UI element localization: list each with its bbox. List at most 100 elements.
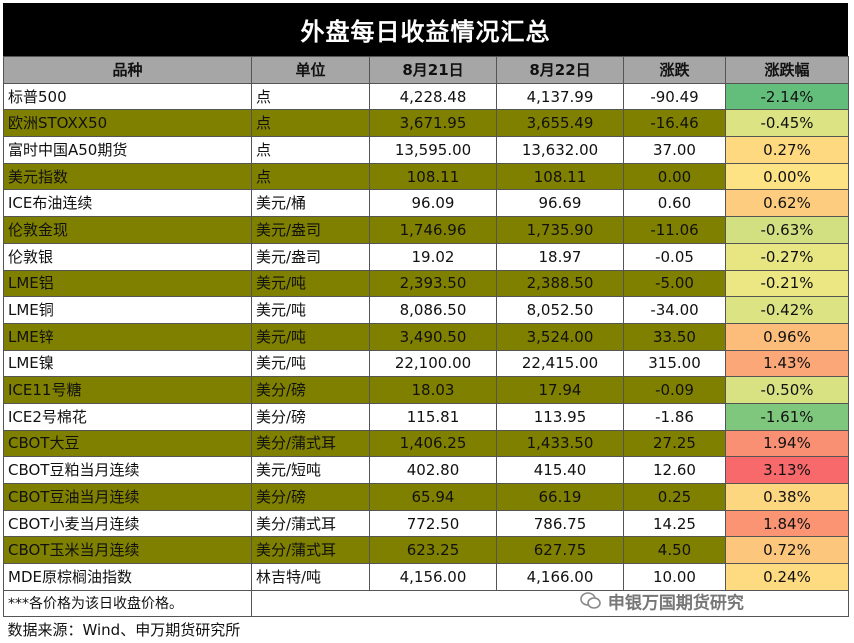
cell-date2-value: 22,415.00 [496,349,624,378]
cell-change: 0.25 [623,483,726,511]
cell-name: ICE布油连续 [3,189,252,218]
table-row: 伦敦金现 美元/盎司 1,746.96 1,735.90 -11.06 -0.63% [3,216,849,244]
cell-date2-value: 66.19 [496,483,624,511]
cell-unit: 美分/蒲式耳 [251,536,370,565]
cell-unit: 点 [251,162,370,191]
table-row: 标普500 点 4,228.48 4,137.99 -90.49 -2.14% [3,82,849,111]
header-change: 涨跌 [623,56,726,84]
header-change-pct: 涨跌幅 [725,56,849,84]
cell-date1-value: 22,100.00 [369,349,497,378]
table-row: 伦敦银 美元/盎司 19.02 18.97 -0.05 -0.27% [3,242,849,271]
cell-date1-value: 19.02 [369,242,497,271]
cell-name: CBOT大豆 [3,429,252,458]
cell-name: 美元指数 [3,162,252,191]
cell-date1-value: 623.25 [369,536,497,565]
table-row: LME铝 美元/吨 2,393.50 2,388.50 -5.00 -0.21% [3,269,849,298]
cell-name: CBOT豆粕当月连续 [3,456,252,484]
table-row: ICE11号糖 美分/磅 18.03 17.94 -0.09 -0.50% [3,376,849,404]
cell-name: MDE原棕榈油指数 [3,563,252,591]
table-row: LME镍 美元/吨 22,100.00 22,415.00 315.00 1.43% [3,349,849,378]
cell-date1-value: 108.11 [369,162,497,191]
cell-date1-value: 8,086.50 [369,296,497,324]
cell-change-pct: 0.38% [725,483,849,511]
cell-unit: 美元/短吨 [251,456,370,484]
cell-name: CBOT豆油当月连续 [3,483,252,511]
cell-change-pct: -0.42% [725,296,849,324]
cell-name: ICE11号糖 [3,376,252,404]
cell-change-pct: 1.43% [725,349,849,378]
cell-date2-value: 627.75 [496,536,624,565]
cell-date2-value: 13,632.00 [496,136,624,164]
cell-unit: 点 [251,82,370,111]
cell-change-pct: -1.61% [725,402,849,431]
cell-change-pct: 0.72% [725,536,849,565]
table-row: 富时中国A50期货点 13,595.00 13,632.00 37.00 0.27% [3,136,849,164]
cell-unit: 美元/吨 [251,349,370,378]
cell-unit: 林吉特/吨 [251,563,370,591]
cell-name: 标普500 [3,82,252,111]
source-text: 数据来源：Wind、申万期货研究所 [3,616,849,643]
cell-change-pct: 0.27% [725,136,849,164]
table-row: 欧洲STOXX50 点 3,671.95 3,655.49 -16.46 -0.45% [3,109,849,138]
cell-change-pct: 0.62% [725,189,849,218]
cell-unit: 美元/桶 [251,189,370,218]
cell-change: 33.50 [623,322,726,351]
table-row: CBOT大豆 美分/蒲式耳 1,406.25 1,433.50 27.25 1.94% [3,429,849,458]
cell-date2-value: 18.97 [496,242,624,271]
cell-change: 12.60 [623,456,726,484]
table-row: CBOT豆油当月连续 美分/磅 65.94 66.19 0.25 0.38% [3,483,849,511]
table-row: LME铜 美元/吨 8,086.50 8,052.50 -34.00 -0.42% [3,296,849,324]
cell-unit: 美分/磅 [251,483,370,511]
cell-date1-value: 4,228.48 [369,82,497,111]
cell-date1-value: 2,393.50 [369,269,497,298]
cell-name: 欧洲STOXX50 [3,109,252,138]
header-name: 品种 [3,56,252,84]
cell-unit: 美元/吨 [251,296,370,324]
table-body: 标普500 点 4,228.48 4,137.99 -90.49 -2.14% 欧洲STOX… [3,82,849,591]
cell-change: -5.00 [623,269,726,298]
note-row: ***各价格为该日收盘价格。 申银万国期货研究 [3,589,849,618]
cell-change: 4.50 [623,536,726,565]
cell-change: -34.00 [623,296,726,324]
cell-change: -90.49 [623,82,726,111]
cell-date1-value: 96.09 [369,189,497,218]
cell-date1-value: 3,671.95 [369,109,497,138]
cell-date1-value: 1,746.96 [369,216,497,244]
cell-date1-value: 4,156.00 [369,563,497,591]
cell-change: 37.00 [623,136,726,164]
returns-table: 品种 单位 8月21日 8月22日 涨跌 涨跌幅 标普500 点 4,228.48 4… [3,56,849,643]
cell-change-pct: -0.63% [725,216,849,244]
header-row: 品种 单位 8月21日 8月22日 涨跌 涨跌幅 [3,56,849,84]
cell-date1-value: 3,490.50 [369,322,497,351]
cell-date2-value: 3,655.49 [496,109,624,138]
cell-change: -11.06 [623,216,726,244]
cell-date2-value: 4,166.00 [496,563,624,591]
watermark-text: 申银万国期货研究 [607,593,744,614]
cell-change-pct: 1.84% [725,509,849,538]
cell-unit: 美元/盎司 [251,242,370,271]
cell-change: 27.25 [623,429,726,458]
cell-unit: 美元/盎司 [251,216,370,244]
source-row: 数据来源：Wind、申万期货研究所 [3,616,849,643]
cell-name: CBOT玉米当月连续 [3,536,252,565]
cell-unit: 美分/蒲式耳 [251,429,370,458]
cell-name: ICE2号棉花 [3,402,252,431]
table-row: CBOT小麦当月连续 美分/蒲式耳 772.50 786.75 14.25 1.84% [3,509,849,538]
cell-change: -0.09 [623,376,726,404]
table-row: ICE2号棉花 美分/磅 115.81 113.95 -1.86 -1.61% [3,402,849,431]
cell-name: 富时中国A50期货 [3,136,252,164]
cell-change: 0.00 [623,162,726,191]
cell-date2-value: 1,433.50 [496,429,624,458]
cell-date2-value: 415.40 [496,456,624,484]
cell-name: CBOT小麦当月连续 [3,509,252,538]
table-row: MDE原棕榈油指数 林吉特/吨 4,156.00 4,166.00 10.00 0.24% [3,563,849,591]
cell-date1-value: 65.94 [369,483,497,511]
cell-change-pct: 0.00% [725,162,849,191]
cell-date2-value: 8,052.50 [496,296,624,324]
cell-change-pct: -0.27% [725,242,849,271]
cell-change-pct: -0.45% [725,109,849,138]
cell-unit: 美分/蒲式耳 [251,509,370,538]
cell-date1-value: 402.80 [369,456,497,484]
table-row: CBOT豆粕当月连续 美元/短吨 402.80 415.40 12.60 3.13% [3,456,849,484]
table-row: ICE布油连续 美元/桶 96.09 96.69 0.60 0.62% [3,189,849,218]
